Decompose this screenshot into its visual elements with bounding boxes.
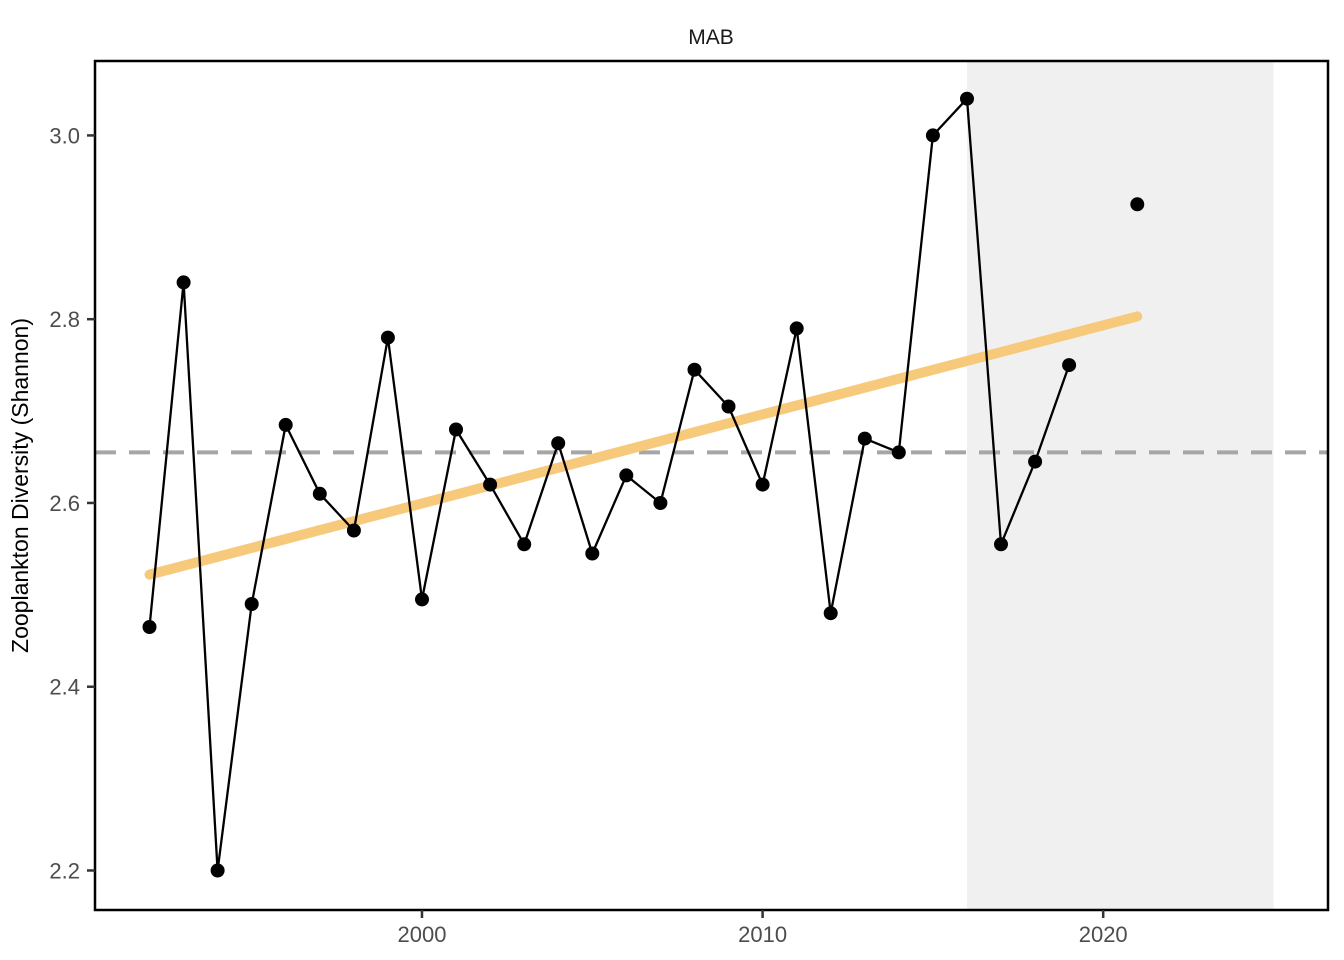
data-point bbox=[1028, 454, 1043, 469]
data-point bbox=[857, 431, 872, 446]
trend-line bbox=[144, 311, 1143, 580]
data-point bbox=[994, 537, 1008, 552]
data-point bbox=[823, 606, 838, 621]
data-point bbox=[789, 321, 804, 336]
data-point bbox=[210, 863, 225, 878]
data-point bbox=[619, 468, 634, 483]
data-point bbox=[244, 597, 259, 611]
data-point bbox=[415, 592, 429, 607]
data-point bbox=[142, 620, 157, 634]
data-point bbox=[653, 496, 668, 510]
data-point bbox=[585, 546, 600, 561]
chart-data-layer bbox=[142, 91, 1145, 878]
x-tick-label: 2000 bbox=[398, 922, 447, 947]
shaded-region-recent-period bbox=[966, 61, 1274, 910]
x-tick-label: 2020 bbox=[1079, 922, 1128, 947]
series-line bbox=[148, 97, 1071, 872]
data-point bbox=[891, 445, 906, 460]
data-point bbox=[960, 91, 974, 106]
y-tick-label: 2.2 bbox=[49, 858, 80, 883]
data-point bbox=[176, 275, 191, 290]
y-axis-label: Zooplankton Diversity (Shannon) bbox=[7, 318, 33, 653]
panel-border bbox=[93, 59, 1330, 912]
data-point bbox=[687, 362, 702, 377]
chart-axes-layer: 2000 2010 2020 2.2 2.4 2.6 2.8 3.0 bbox=[49, 59, 1330, 947]
data-point bbox=[1062, 358, 1077, 373]
data-point bbox=[483, 477, 498, 492]
data-point bbox=[925, 128, 940, 143]
x-tick-label: 2010 bbox=[738, 922, 787, 947]
data-point bbox=[312, 486, 327, 501]
data-point bbox=[517, 537, 532, 552]
data-point bbox=[755, 477, 770, 492]
data-point bbox=[346, 523, 361, 538]
data-point bbox=[449, 422, 463, 437]
chart-background-layer bbox=[95, 61, 1328, 910]
y-tick-label: 2.4 bbox=[49, 675, 80, 700]
y-tick-label: 2.8 bbox=[49, 307, 80, 332]
isolated-data-point bbox=[1130, 197, 1145, 212]
data-point bbox=[278, 417, 293, 432]
data-point bbox=[551, 436, 566, 451]
chart-title: MAB bbox=[688, 26, 734, 49]
data-point bbox=[721, 399, 736, 414]
y-tick-label: 3.0 bbox=[49, 123, 80, 148]
y-tick-label: 2.6 bbox=[49, 491, 80, 516]
data-point bbox=[380, 330, 395, 345]
